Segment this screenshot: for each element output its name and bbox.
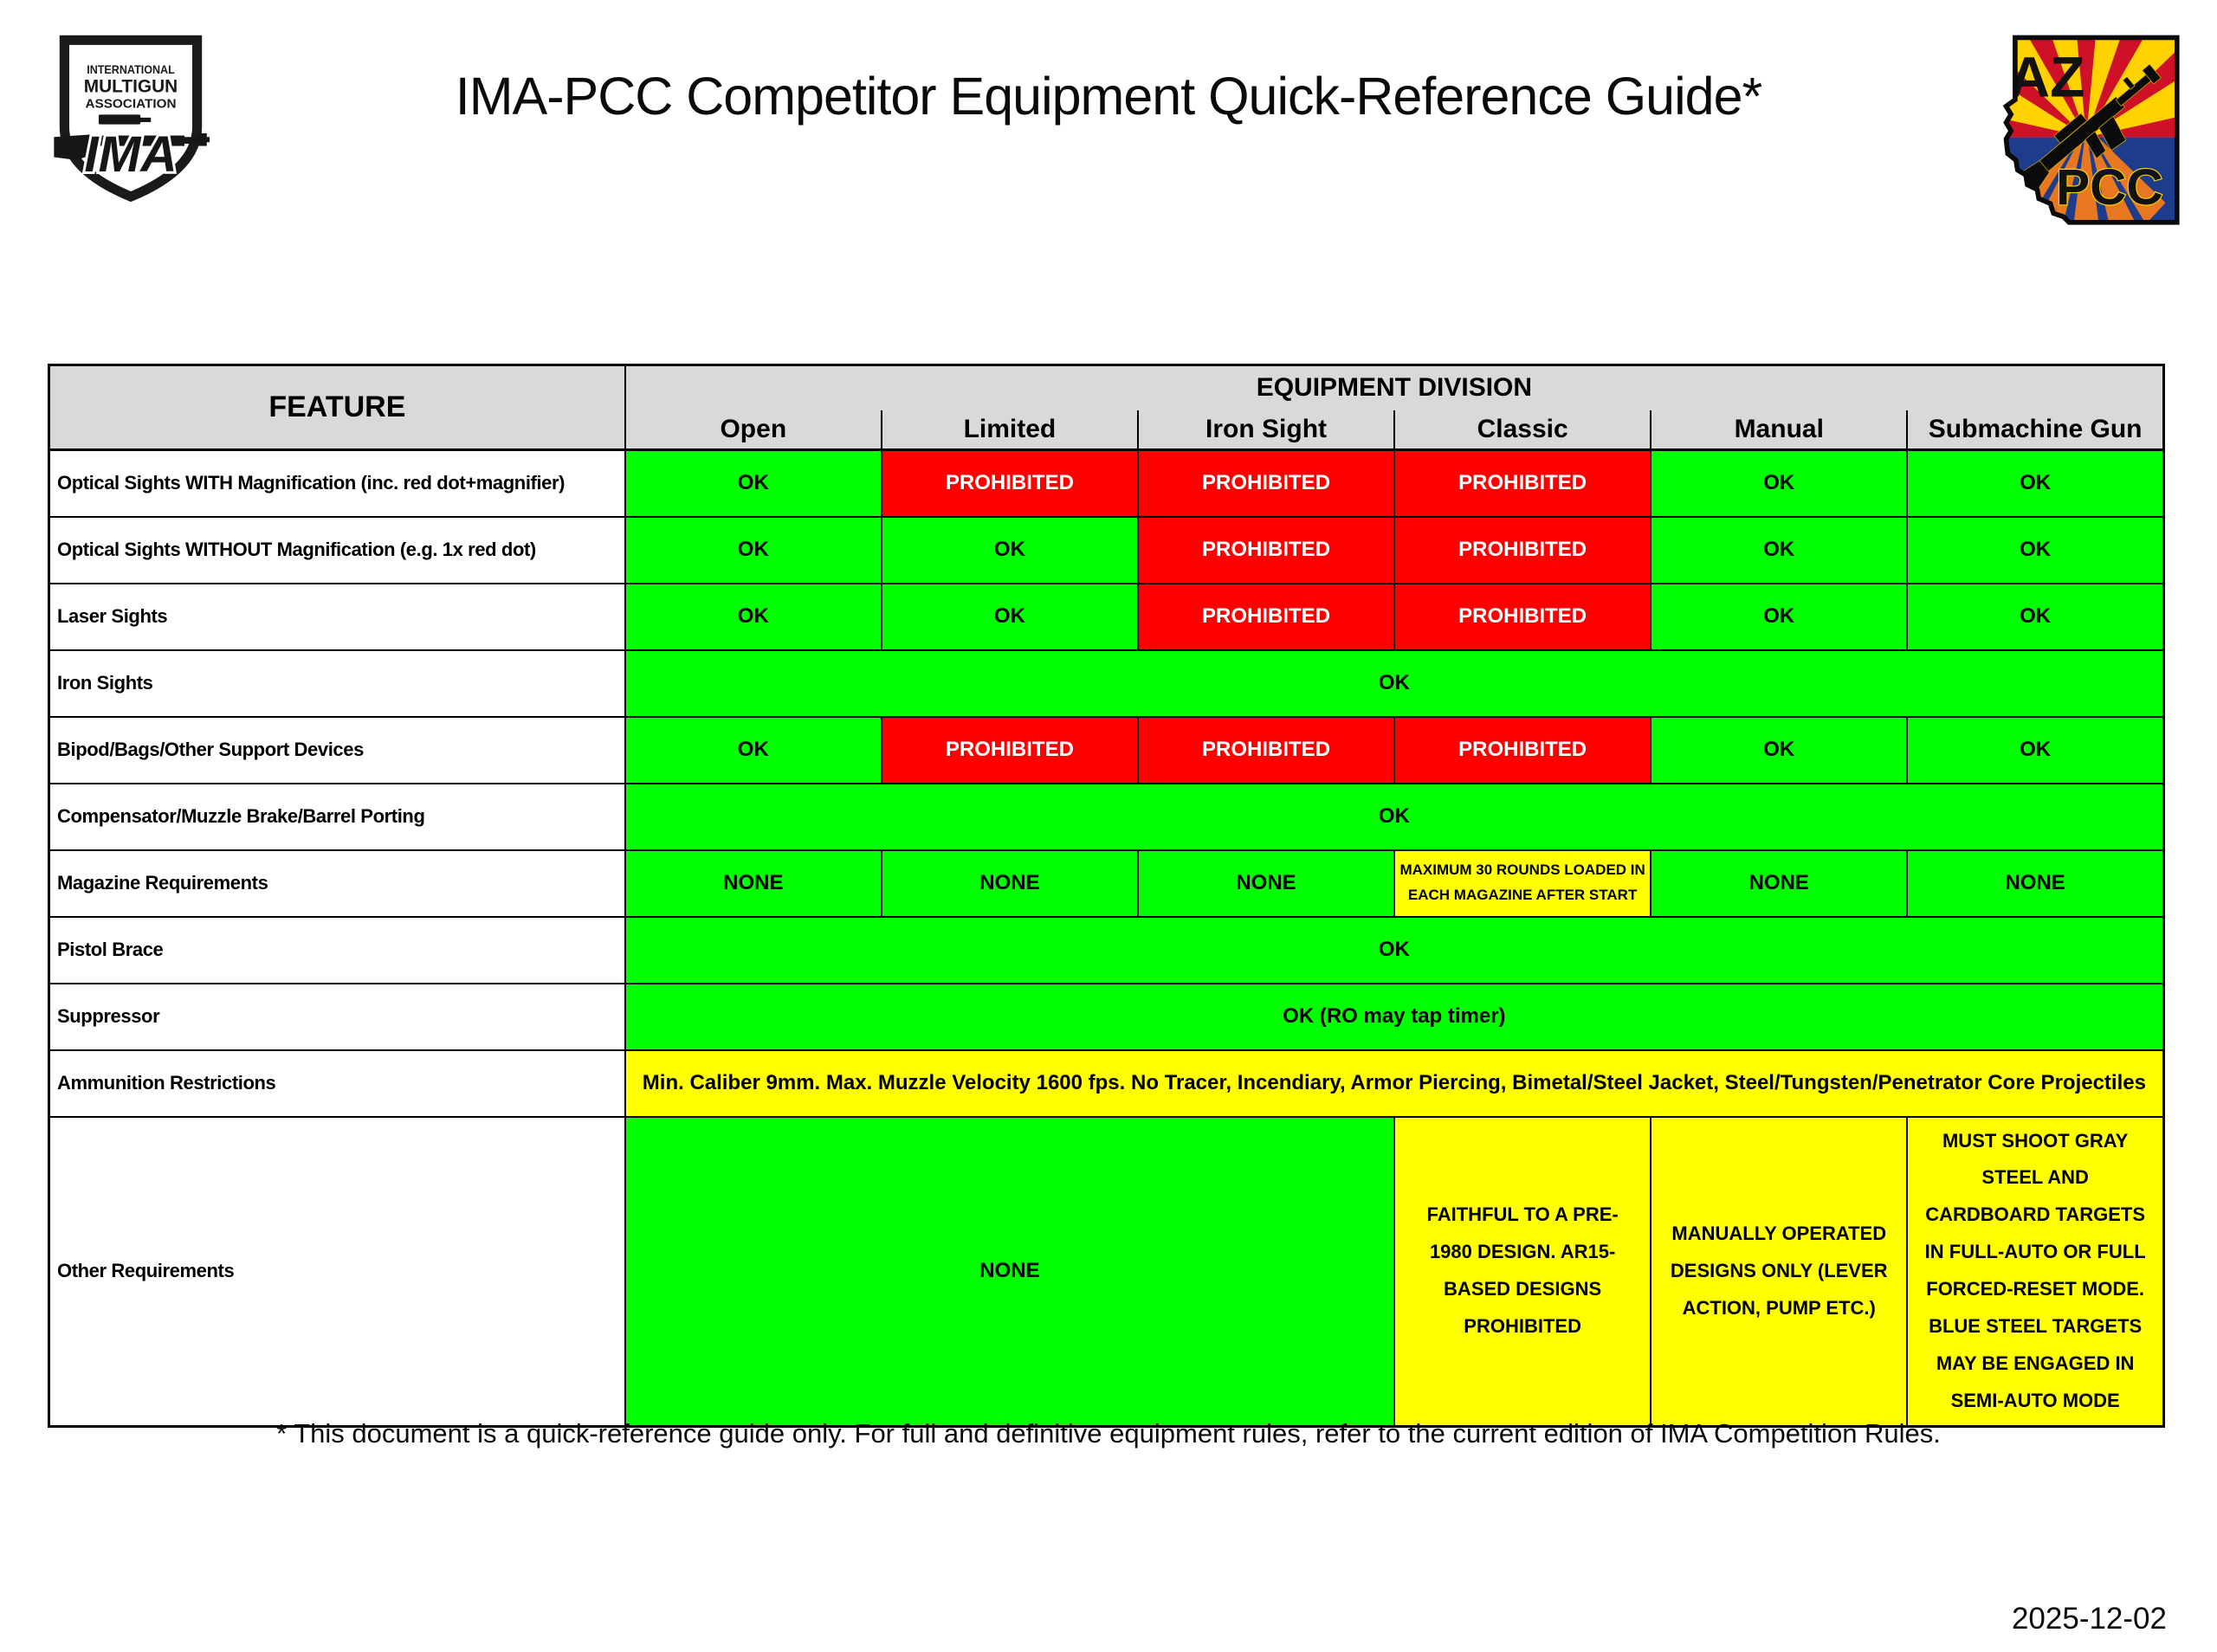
column-group-header-equipment-division: EQUIPMENT DIVISION bbox=[624, 365, 2164, 410]
cell-prohibited: PROHIBITED bbox=[1393, 715, 1652, 784]
cell-ok: OK bbox=[624, 915, 2165, 984]
ima-logo-line2: MULTIGUN bbox=[84, 76, 178, 97]
cell-ok: OK bbox=[624, 715, 882, 784]
cell-ok: NONE bbox=[880, 849, 1139, 918]
cell-ok: OK bbox=[1906, 715, 2165, 784]
cell-ok: OK bbox=[624, 582, 882, 651]
feature-label: Pistol Brace bbox=[48, 915, 626, 984]
cell-ok: NONE bbox=[624, 1115, 1396, 1428]
cell-ok: OK bbox=[1906, 582, 2165, 651]
cell-prohibited: PROHIBITED bbox=[1136, 582, 1396, 651]
table-row: Optical Sights WITH Magnification (inc. … bbox=[48, 448, 2165, 518]
table-row: Bipod/Bags/Other Support Devices OK PROHIB… bbox=[48, 715, 2165, 784]
cell-prohibited: PROHIBITED bbox=[1393, 448, 1652, 518]
cell-ok: OK bbox=[624, 515, 882, 584]
ima-association-logo-icon: INTERNATIONAL MULTIGUN ASSOCIATION IMA bbox=[54, 35, 210, 203]
table-row: Optical Sights WITHOUT Magnification (e.… bbox=[48, 515, 2165, 584]
cell-ok: NONE bbox=[1650, 849, 1909, 918]
cell-prohibited: PROHIBITED bbox=[1136, 515, 1396, 584]
cell-prohibited: PROHIBITED bbox=[1136, 715, 1396, 784]
cell-ok: OK bbox=[1906, 448, 2165, 518]
feature-label: Optical Sights WITHOUT Magnification (e.… bbox=[48, 515, 626, 584]
cell-ok: NONE bbox=[1136, 849, 1396, 918]
column-header-manual: Manual bbox=[1650, 410, 1908, 450]
column-header-iron-sight: Iron Sight bbox=[1136, 410, 1395, 450]
cell-prohibited: PROHIBITED bbox=[1393, 582, 1652, 651]
table-row: Iron Sights OK bbox=[48, 649, 2165, 718]
cell-warning: Min. Caliber 9mm. Max. Muzzle Velocity 1… bbox=[624, 1049, 2165, 1118]
az-pcc-logo-state-label: AZ bbox=[2008, 45, 2084, 109]
table-row: Suppressor OK (RO may tap timer) bbox=[48, 982, 2165, 1051]
cell-ok: OK bbox=[880, 515, 1139, 584]
feature-label: Optical Sights WITH Magnification (inc. … bbox=[48, 448, 626, 518]
document-date: 2025-12-02 bbox=[2011, 1602, 2167, 1636]
table-header: FEATURE EQUIPMENT DIVISION Open Limited Ir… bbox=[48, 365, 2164, 450]
table-row: Ammunition Restrictions Min. Caliber 9mm.… bbox=[48, 1049, 2165, 1118]
column-header-classic: Classic bbox=[1393, 410, 1651, 450]
cell-prohibited: PROHIBITED bbox=[880, 715, 1139, 784]
feature-label: Compensator/Muzzle Brake/Barrel Porting bbox=[48, 782, 626, 851]
feature-label: Other Requirements bbox=[48, 1115, 626, 1428]
feature-label: Ammunition Restrictions bbox=[48, 1049, 626, 1118]
feature-label: Iron Sights bbox=[48, 649, 626, 718]
cell-prohibited: PROHIBITED bbox=[1393, 515, 1652, 584]
cell-warning: MUST SHOOT GRAY STEEL AND CARDBOARD TARG… bbox=[1906, 1115, 2165, 1428]
column-header-limited: Limited bbox=[880, 410, 1138, 450]
cell-ok: OK (RO may tap timer) bbox=[624, 982, 2165, 1051]
footnote: * This document is a quick-reference gui… bbox=[276, 1418, 1941, 1449]
column-header-submachine-gun: Submachine Gun bbox=[1906, 410, 2164, 450]
cell-warning: FAITHFUL TO A PRE-1980 DESIGN. AR15-BASE… bbox=[1393, 1115, 1652, 1428]
table-row: Laser Sights OK OK PROHIBITED PROHIBITED OK OK bbox=[48, 582, 2165, 651]
az-pcc-logo-org-label: PCC bbox=[2056, 159, 2163, 216]
feature-label: Magazine Requirements bbox=[48, 849, 626, 918]
az-pcc-logo-icon: AZ PCC bbox=[1983, 29, 2189, 234]
table-row: Other Requirements NONE FAITHFUL TO A PRE-… bbox=[48, 1115, 2165, 1428]
cell-prohibited: PROHIBITED bbox=[1136, 448, 1396, 518]
cell-ok: OK bbox=[624, 448, 882, 518]
cell-ok: OK bbox=[880, 582, 1139, 651]
cell-ok: OK bbox=[624, 649, 2165, 718]
ima-logo-line1: INTERNATIONAL bbox=[87, 63, 175, 76]
cell-ok: NONE bbox=[1906, 849, 2165, 918]
cell-warning: MANUALLY OPERATED DESIGNS ONLY (LEVER AC… bbox=[1650, 1115, 1909, 1428]
cell-warning: MAXIMUM 30 ROUNDS LOADED IN EACH MAGAZIN… bbox=[1393, 849, 1652, 918]
cell-ok: NONE bbox=[624, 849, 882, 918]
ima-logo-line3: ASSOCIATION bbox=[85, 98, 176, 112]
feature-label: Suppressor bbox=[48, 982, 626, 1051]
rifle-silhouette-icon bbox=[54, 114, 210, 160]
table-body: Optical Sights WITH Magnification (inc. … bbox=[48, 448, 2165, 1428]
column-header-open: Open bbox=[624, 410, 882, 450]
equipment-table: FEATURE EQUIPMENT DIVISION Open Limited Ir… bbox=[48, 364, 2165, 1428]
table-row: Magazine Requirements NONE NONE NONE MAXIMUM… bbox=[48, 849, 2165, 918]
cell-ok: OK bbox=[624, 782, 2165, 851]
cell-prohibited: PROHIBITED bbox=[880, 448, 1139, 518]
ima-logo-monogram: IMA bbox=[84, 126, 177, 183]
cell-ok: OK bbox=[1906, 515, 2165, 584]
table-row: Pistol Brace OK bbox=[48, 915, 2165, 984]
cell-ok: OK bbox=[1650, 715, 1909, 784]
feature-label: Bipod/Bags/Other Support Devices bbox=[48, 715, 626, 784]
feature-label: Laser Sights bbox=[48, 582, 626, 651]
cell-ok: OK bbox=[1650, 448, 1909, 518]
page-title: IMA-PCC Competitor Equipment Quick-Refer… bbox=[455, 67, 1763, 126]
column-header-feature: FEATURE bbox=[48, 365, 626, 450]
table-row: Compensator/Muzzle Brake/Barrel Porting O… bbox=[48, 782, 2165, 851]
cell-ok: OK bbox=[1650, 582, 1909, 651]
cell-ok: OK bbox=[1650, 515, 1909, 584]
